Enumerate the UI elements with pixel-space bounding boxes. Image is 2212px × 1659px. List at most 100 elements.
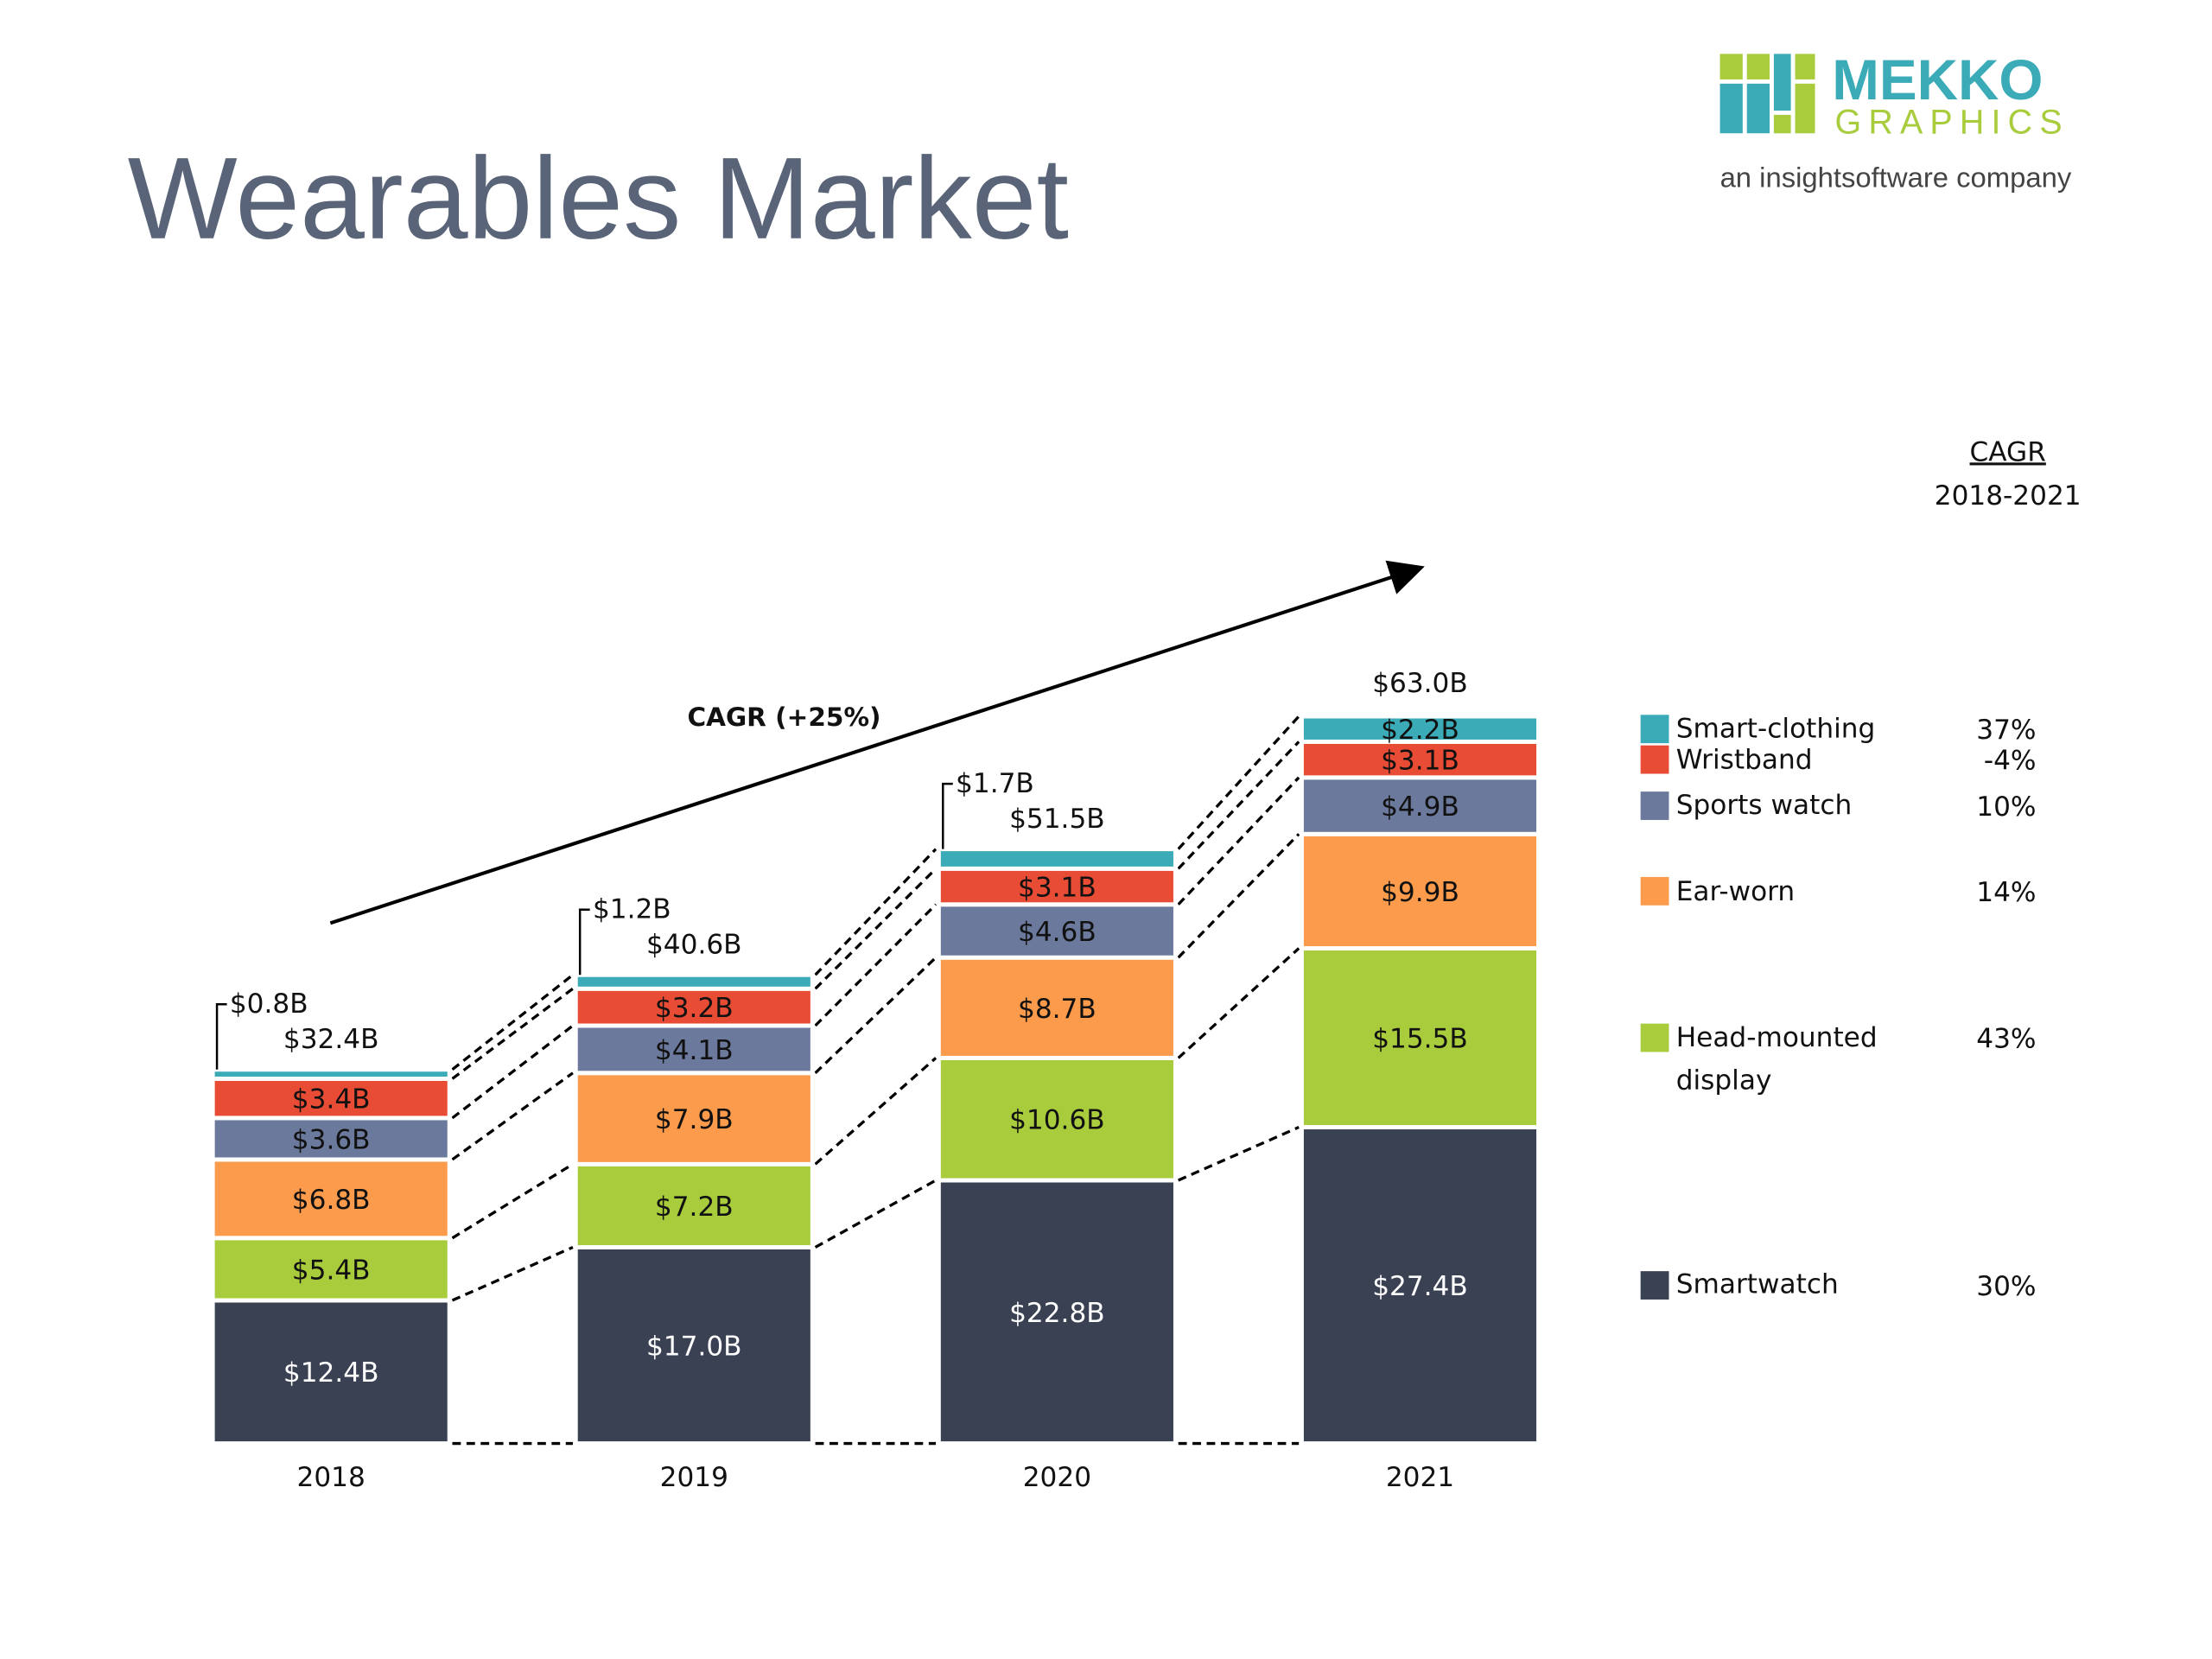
connector [814, 957, 938, 1074]
annotation: CAGR (+25%) [687, 702, 880, 732]
value-label: $3.4B [292, 1084, 371, 1116]
total-label: $63.0B [1372, 668, 1468, 699]
legend-swatch [1640, 1023, 1669, 1052]
connector [814, 868, 938, 990]
logo-block [1773, 54, 1791, 111]
x-tick-label: 2021 [1386, 1462, 1454, 1493]
cagr-value: 43% [1976, 1024, 2036, 1055]
bar-segment [210, 1157, 452, 1241]
connector [1177, 776, 1300, 906]
legend-label-box: Smartwatch [1675, 1269, 1839, 1301]
value-label: $3.6B [292, 1124, 371, 1155]
logo-sub: GRAPHICS [1834, 103, 2069, 141]
legend-swatch [1640, 715, 1669, 744]
value-label: $5.4B [292, 1255, 371, 1286]
bar-segment [1300, 946, 1541, 1130]
x-tick-label: 2018 [297, 1462, 365, 1493]
logo-tagline: an insightsoftware company [1720, 162, 2072, 194]
bar-segment [936, 955, 1178, 1060]
legend-label-box: Wristband [1675, 744, 1813, 776]
legend-label-box: Head-mounted display [1676, 1022, 1878, 1096]
connector [451, 1162, 574, 1240]
connector [814, 903, 938, 1027]
bar-segment [573, 1245, 815, 1446]
legend-label-box: Smart-clothing [1675, 713, 1876, 745]
bar-segment [573, 1023, 815, 1076]
connector [451, 1245, 574, 1302]
x-tick-label: 2019 [660, 1462, 728, 1493]
value-label: $3.1B [1018, 873, 1096, 904]
cagr-period: 2018-2021 [1935, 480, 2082, 512]
bar-segment [1300, 739, 1541, 780]
value-label: $17.0B [646, 1332, 742, 1363]
connector [814, 1057, 938, 1166]
legend-label: Smart-clothing [1675, 713, 1876, 745]
legend-label: Wristband [1675, 744, 1813, 776]
connector [814, 1179, 937, 1249]
logo-block [1795, 54, 1815, 79]
connector [814, 848, 938, 976]
connector [1177, 715, 1300, 850]
value-label: $15.5B [1372, 1024, 1468, 1055]
legend-swatch [1640, 1271, 1669, 1300]
legend-swatch [1640, 791, 1669, 820]
legend-label: Ear-worn [1675, 875, 1796, 907]
legend-swatch [1640, 876, 1669, 906]
cagr-value: 30% [1976, 1271, 2036, 1302]
callout-line [942, 782, 953, 849]
bar-segment [210, 1298, 452, 1446]
connector [451, 973, 574, 1071]
bar-segment [1300, 831, 1541, 950]
value-label: $0.8B [230, 988, 308, 1020]
bar-segment [573, 1071, 815, 1166]
value-label: $4.1B [655, 1035, 734, 1066]
connector [451, 987, 574, 1080]
value-label: $4.9B [1381, 791, 1459, 823]
legend-label-box: Ear-worn [1675, 875, 1796, 907]
value-label: $1.2B [593, 894, 671, 925]
logo-block [1746, 83, 1770, 134]
connector [1177, 947, 1300, 1059]
bar-segment [936, 1055, 1178, 1183]
bar-segment [936, 866, 1178, 907]
value-label: $22.8B [1009, 1298, 1105, 1329]
logo-block [1719, 83, 1743, 134]
bar-segment [936, 847, 1178, 871]
legend-label: Smartwatch [1675, 1269, 1839, 1301]
x-tick-label: 2020 [1023, 1462, 1091, 1493]
cagr-value: 10% [1976, 791, 2036, 823]
value-label: $27.4B [1372, 1271, 1468, 1302]
total-label: $51.5B [1009, 804, 1105, 835]
value-label: $1.7B [956, 768, 1034, 799]
value-label: $7.2B [655, 1192, 734, 1223]
logo-name: MEKKO [1832, 48, 2043, 111]
bar-segment [1300, 1125, 1541, 1446]
value-label: $2.2B [1381, 715, 1459, 746]
logo-block [1719, 54, 1743, 79]
callout-line [578, 908, 590, 976]
legend-swatch [1640, 745, 1669, 774]
value-label: $8.7B [1018, 994, 1096, 1025]
logo-block [1773, 114, 1791, 134]
callout-line [215, 1003, 227, 1070]
bar-segment [573, 1161, 815, 1249]
value-label: $3.1B [1381, 746, 1459, 777]
trend-arrow [329, 560, 1425, 925]
total-label: $40.6B [646, 930, 742, 961]
connector [451, 1071, 574, 1161]
bar-segment [1300, 775, 1541, 836]
legend-label: Sports watch [1675, 790, 1853, 822]
chart-title: Wearables Market [128, 133, 1069, 264]
value-label: $6.8B [292, 1185, 371, 1216]
value-label: $7.9B [655, 1104, 734, 1135]
cagr-header: CAGR [1970, 436, 2046, 467]
bar-segment [210, 1067, 452, 1081]
cagr-value: 14% [1976, 877, 2036, 908]
connector [1177, 833, 1300, 959]
total-label: $32.4B [283, 1024, 379, 1055]
bar-segment [1300, 714, 1541, 744]
bar-segment [573, 972, 815, 991]
cagr-value: -4% [1984, 746, 2037, 777]
value-label: $10.6B [1009, 1105, 1105, 1136]
